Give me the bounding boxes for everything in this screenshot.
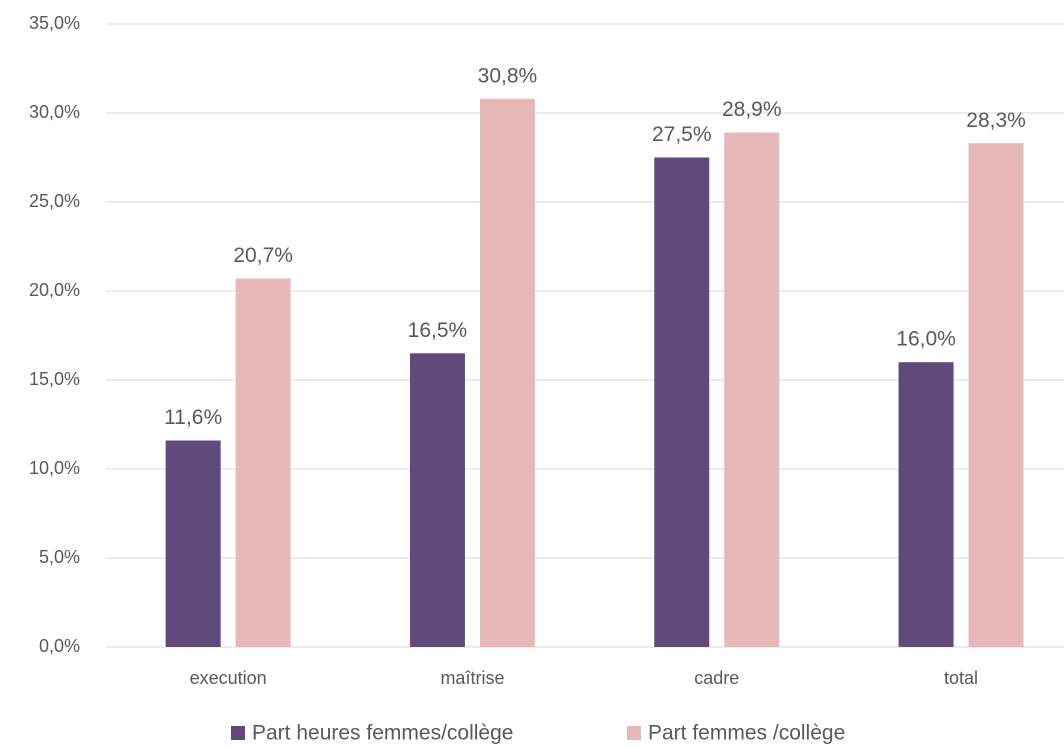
value-label: 16,0% bbox=[896, 328, 956, 351]
x-tick-label: maîtrise bbox=[440, 668, 504, 688]
bar bbox=[235, 278, 291, 647]
value-label: 30,8% bbox=[478, 64, 538, 87]
x-tick-label: total bbox=[944, 668, 978, 688]
y-tick-label: 25,0% bbox=[29, 191, 80, 211]
legend-swatch bbox=[231, 726, 245, 740]
y-tick-label: 5,0% bbox=[39, 547, 80, 567]
x-tick-label: cadre bbox=[694, 668, 739, 688]
value-label: 27,5% bbox=[652, 123, 712, 146]
value-label: 28,9% bbox=[722, 98, 782, 121]
legend-label: Part heures femmes/collège bbox=[252, 722, 513, 745]
value-label: 20,7% bbox=[233, 244, 293, 267]
bar bbox=[479, 98, 535, 647]
y-tick-label: 10,0% bbox=[29, 458, 80, 478]
value-label: 16,5% bbox=[408, 319, 468, 342]
bar bbox=[968, 143, 1024, 647]
y-tick-label: 20,0% bbox=[29, 280, 80, 300]
bar bbox=[898, 362, 954, 647]
legend-swatch bbox=[627, 726, 641, 740]
bar bbox=[409, 353, 465, 647]
y-tick-label: 15,0% bbox=[29, 369, 80, 389]
y-tick-label: 30,0% bbox=[29, 102, 80, 122]
legend-label: Part femmes /collège bbox=[648, 722, 845, 745]
y-tick-label: 0,0% bbox=[39, 636, 80, 656]
bar bbox=[165, 440, 221, 647]
y-tick-label: 35,0% bbox=[29, 13, 80, 33]
bar bbox=[724, 132, 780, 647]
value-label: 28,3% bbox=[966, 109, 1026, 132]
value-label: 11,6% bbox=[164, 406, 222, 429]
bar bbox=[654, 157, 710, 647]
x-tick-label: execution bbox=[190, 668, 267, 688]
